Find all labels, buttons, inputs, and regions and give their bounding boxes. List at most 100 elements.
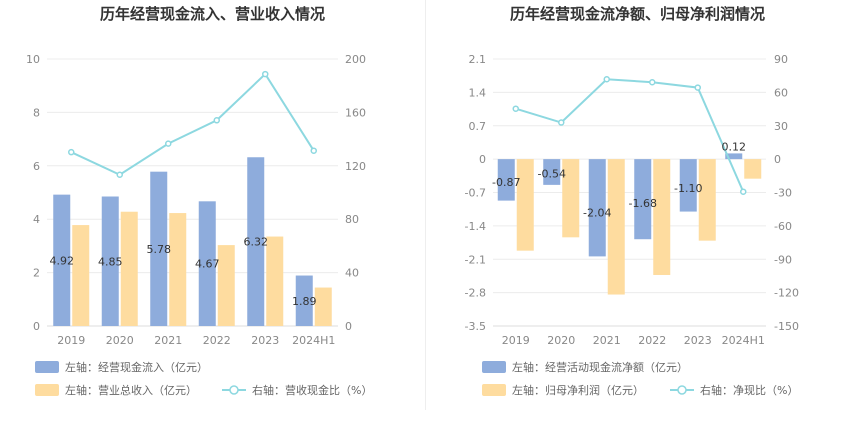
bar-primary <box>247 157 265 326</box>
bar-primary <box>679 159 697 212</box>
legend-swatch <box>482 361 506 373</box>
bar-value-label: 6.32 <box>244 236 269 249</box>
bar-secondary <box>562 159 580 238</box>
bar-value-label: -0.87 <box>492 176 520 189</box>
y-right-tick-label: 0 <box>345 320 352 333</box>
bar-secondary <box>698 159 716 241</box>
x-tick-label: 2019 <box>502 334 530 347</box>
legend-label: 左轴：经营现金流入（亿元） <box>65 360 208 374</box>
y-right-tick-label: 90 <box>774 53 788 66</box>
ratio-line-point <box>68 148 75 156</box>
y-left-tick-label: 0 <box>479 153 486 166</box>
bar-secondary <box>266 236 284 326</box>
y-right-tick-label: 120 <box>345 160 366 173</box>
y-right-tick-label: -120 <box>774 287 799 300</box>
bar-primary <box>725 153 743 160</box>
y-left-tick-label: -2.1 <box>465 253 486 266</box>
ratio-line-point <box>213 117 220 124</box>
ratio-line-point <box>740 188 747 195</box>
ratio-line-point <box>694 84 701 91</box>
legend-label: 左轴：营业总收入（亿元） <box>65 383 197 397</box>
x-tick-label: 2022 <box>638 334 666 347</box>
x-tick-label: 2021 <box>593 334 621 347</box>
y-right-tick-label: -90 <box>774 253 792 266</box>
bar-secondary <box>169 213 187 326</box>
ratio-line-point <box>310 147 317 154</box>
y-right-tick-label: 30 <box>774 120 788 133</box>
bar-secondary <box>314 287 332 326</box>
x-tick-label: 2024H1 <box>292 334 335 347</box>
x-tick-label: 2022 <box>203 334 231 347</box>
ratio-line <box>515 78 745 193</box>
legend-label: 右轴：营收现金比（%） <box>252 383 372 397</box>
bar-primary <box>543 159 561 185</box>
y-left-tick-label: 1.4 <box>469 86 487 99</box>
legend-line-marker <box>677 385 687 395</box>
y-right-tick-label: -30 <box>774 187 792 200</box>
y-right-tick-label: 200 <box>345 53 366 66</box>
chart-plot-group: 0 2 4 6 8 10 0 40 80 120 160 200 2019 2020 2021 2022 202… <box>26 53 372 397</box>
bar-value-label: 0.12 <box>722 140 747 153</box>
x-tick-label: 2023 <box>684 334 712 347</box>
ratio-line-point <box>165 140 172 147</box>
bar-primary <box>497 159 515 201</box>
ratio-line-point <box>262 70 269 78</box>
ratio-line-point <box>649 79 656 86</box>
bar-primary <box>588 159 606 257</box>
bar-primary <box>634 159 652 240</box>
legend-swatch <box>482 384 506 396</box>
y-left-tick-label: -3.5 <box>465 320 486 333</box>
y-right-tick-label: 40 <box>345 267 359 280</box>
bar-secondary <box>72 225 90 326</box>
legend-swatch <box>35 384 59 396</box>
y-right-tick-label: -60 <box>774 220 792 233</box>
legend-swatch <box>35 361 59 373</box>
y-left-tick-label: 6 <box>33 160 40 173</box>
ratio-line-point <box>116 171 123 178</box>
bar-secondary <box>607 159 625 295</box>
y-left-tick-label: 8 <box>33 106 40 119</box>
x-tick-label: 2020 <box>106 334 134 347</box>
y-right-tick-label: 160 <box>345 106 366 119</box>
legend-line-marker <box>229 385 239 395</box>
bar-secondary <box>217 245 235 326</box>
chart-panel-left: 历年经营现金流入、营业收入情况 0 2 4 6 8 10 0 40 80 120 160 200 201… <box>26 5 372 397</box>
bar-secondary <box>653 159 671 275</box>
ratio-line <box>70 72 315 176</box>
bar-value-label: 4.92 <box>50 254 75 267</box>
legend-label: 左轴：经营活动现金流净额（亿元） <box>512 360 688 374</box>
bar-value-label: -2.04 <box>583 207 611 220</box>
x-tick-label: 2023 <box>251 334 279 347</box>
y-right-tick-label: -150 <box>774 320 799 333</box>
y-right-tick-label: 80 <box>345 213 359 226</box>
y-left-tick-label: -0.7 <box>465 187 486 200</box>
chart-title: 历年经营现金流净额、归母净利润情况 <box>509 5 765 23</box>
y-left-tick-label: 0 <box>33 320 40 333</box>
chart-title: 历年经营现金流入、营业收入情况 <box>99 5 325 23</box>
legend-label: 左轴：归母净利润（亿元） <box>512 383 644 397</box>
y-left-tick-label: 10 <box>26 53 40 66</box>
chart-plot-group: -3.5 -2.8 -2.1 -1.4 -0.7 0 0.7 1.4 2.1 -150 -120 -9… <box>465 53 799 397</box>
panel-divider <box>425 0 426 410</box>
y-left-tick-label: 0.7 <box>469 120 487 133</box>
bar-secondary <box>120 211 138 326</box>
bar-primary <box>295 275 313 326</box>
bar-primary <box>101 196 119 326</box>
x-tick-label: 2021 <box>154 334 182 347</box>
y-right-tick-label: 60 <box>774 86 788 99</box>
bar-primary <box>150 171 168 326</box>
ratio-line-point <box>512 105 519 112</box>
bar-value-label: -1.68 <box>629 197 657 210</box>
bar-secondary <box>744 159 762 179</box>
bar-primary <box>198 201 216 326</box>
y-right-tick-label: 0 <box>774 153 781 166</box>
y-left-tick-label: -2.8 <box>465 287 486 300</box>
ratio-line-point <box>558 119 565 126</box>
ratio-line-point <box>603 75 610 83</box>
y-left-tick-label: 4 <box>33 213 40 226</box>
x-tick-label: 2024H1 <box>722 334 765 347</box>
bar-secondary <box>516 159 534 251</box>
x-tick-label: 2019 <box>57 334 85 347</box>
chart-panel-right: 历年经营现金流净额、归母净利润情况 -3.5 -2.8 -2.1 -1.4 -0.7 0 0… <box>425 0 850 437</box>
y-left-tick-label: -1.4 <box>465 220 486 233</box>
